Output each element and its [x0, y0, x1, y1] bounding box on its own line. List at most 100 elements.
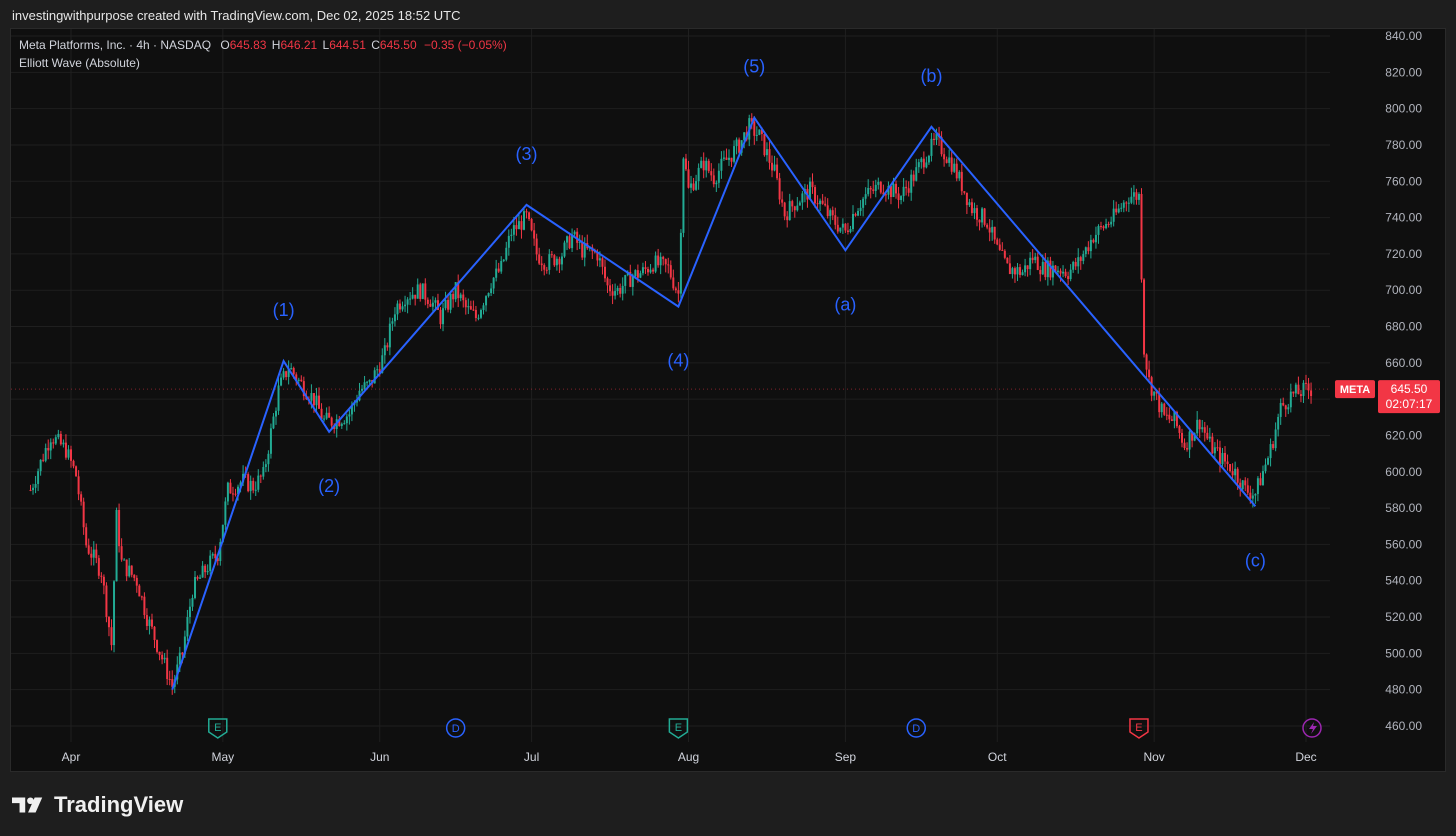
- candle-body: [912, 174, 915, 181]
- candle-body: [760, 129, 763, 134]
- candle-body: [257, 475, 260, 490]
- candle-body: [634, 270, 637, 277]
- candle-body: [768, 149, 771, 163]
- candle-body: [1178, 426, 1181, 433]
- candle-body: [145, 615, 148, 626]
- wave-label: (a): [834, 294, 856, 314]
- candle-body: [113, 581, 116, 646]
- candle-body: [692, 183, 695, 190]
- y-tick-label: 600.00: [1385, 465, 1422, 479]
- earnings-icon-glyph: E: [675, 722, 682, 734]
- candle-body: [932, 138, 935, 140]
- candle-body: [386, 345, 389, 348]
- candle-body: [1077, 257, 1080, 267]
- candle-body: [955, 163, 958, 179]
- earnings-icon[interactable]: [668, 718, 689, 739]
- candle-body: [120, 546, 123, 560]
- candle-body: [1150, 377, 1153, 396]
- indicator-label[interactable]: Elliott Wave (Absolute): [19, 56, 140, 70]
- candle-body: [690, 183, 693, 188]
- candle-body: [416, 284, 419, 299]
- wave-label: (3): [516, 144, 538, 164]
- candle-body: [1284, 405, 1287, 410]
- candle-body: [105, 585, 108, 617]
- candle-body: [396, 303, 399, 315]
- candle-body: [624, 275, 627, 286]
- candle-body: [687, 169, 690, 188]
- candle-body: [1051, 265, 1054, 278]
- candle-body: [791, 201, 794, 207]
- candle-body: [1115, 208, 1118, 213]
- y-tick-label: 780.00: [1385, 138, 1422, 152]
- candle-body: [1117, 208, 1120, 213]
- y-tick-label: 760.00: [1385, 174, 1422, 188]
- candle-body: [1107, 223, 1110, 225]
- candle-body: [1213, 447, 1216, 454]
- candle-body: [1062, 271, 1065, 274]
- candle-body: [171, 679, 174, 687]
- candle-body: [515, 225, 518, 230]
- earnings-icon[interactable]: [1129, 718, 1149, 739]
- high-value: 646.21: [280, 38, 318, 52]
- x-tick-label: Nov: [1143, 750, 1164, 764]
- candle-body: [1031, 257, 1034, 261]
- candle-body: [1244, 480, 1247, 486]
- dividend-icon[interactable]: [906, 718, 927, 738]
- candle-body: [1019, 267, 1022, 275]
- candle-body: [373, 370, 376, 384]
- candle-body: [47, 447, 50, 451]
- candle-body: [1011, 268, 1014, 275]
- candle-body: [280, 377, 283, 386]
- candle-body: [679, 232, 682, 294]
- candle-body: [211, 553, 214, 556]
- dividend-icon-glyph: D: [452, 723, 460, 735]
- candle-body: [720, 158, 723, 171]
- candle-body: [1269, 444, 1272, 459]
- candle-body: [1180, 432, 1183, 443]
- candle-body: [520, 221, 523, 230]
- candle-body: [320, 408, 323, 419]
- candle-body: [836, 224, 839, 232]
- y-tick-label: 840.00: [1385, 29, 1422, 43]
- candle-body: [1135, 192, 1138, 200]
- y-tick-label: 740.00: [1385, 211, 1422, 225]
- candle-body: [755, 134, 758, 136]
- dividend-icon[interactable]: [445, 718, 466, 738]
- elliott-wave-line[interactable]: [171, 115, 1257, 691]
- candle-body: [1074, 261, 1077, 267]
- candle-body: [158, 651, 161, 655]
- candle-body: [472, 309, 475, 311]
- candle-body: [603, 266, 606, 279]
- candle-body: [206, 571, 209, 573]
- candle-body: [237, 486, 240, 494]
- candle-body: [781, 199, 784, 203]
- candle-body: [188, 606, 191, 618]
- candle-body: [1008, 263, 1011, 275]
- chart-frame[interactable]: [10, 28, 1446, 772]
- candle-body: [978, 219, 981, 223]
- candle-body: [302, 381, 305, 397]
- candle-body: [97, 558, 100, 576]
- candle-body: [348, 414, 351, 417]
- candle-body: [960, 171, 963, 192]
- candle-body: [639, 273, 642, 278]
- candle-body: [1069, 269, 1072, 280]
- candle-body: [1122, 202, 1125, 208]
- candle-body: [631, 276, 634, 287]
- candle-body: [943, 154, 946, 160]
- candle-body: [1100, 226, 1103, 228]
- candle-body: [1059, 270, 1062, 274]
- candle-body: [672, 277, 675, 289]
- candle-body: [411, 294, 414, 299]
- earnings-icon[interactable]: [208, 718, 228, 739]
- lightning-icon[interactable]: [1302, 718, 1322, 738]
- candle-body: [783, 202, 786, 217]
- candle-body: [695, 181, 698, 190]
- candle-body: [1292, 391, 1295, 394]
- ticker-tag[interactable]: [1335, 380, 1375, 399]
- candle-body: [983, 208, 986, 225]
- candle-body: [454, 282, 457, 300]
- price-tag[interactable]: [1378, 380, 1440, 414]
- candle-body: [609, 285, 612, 292]
